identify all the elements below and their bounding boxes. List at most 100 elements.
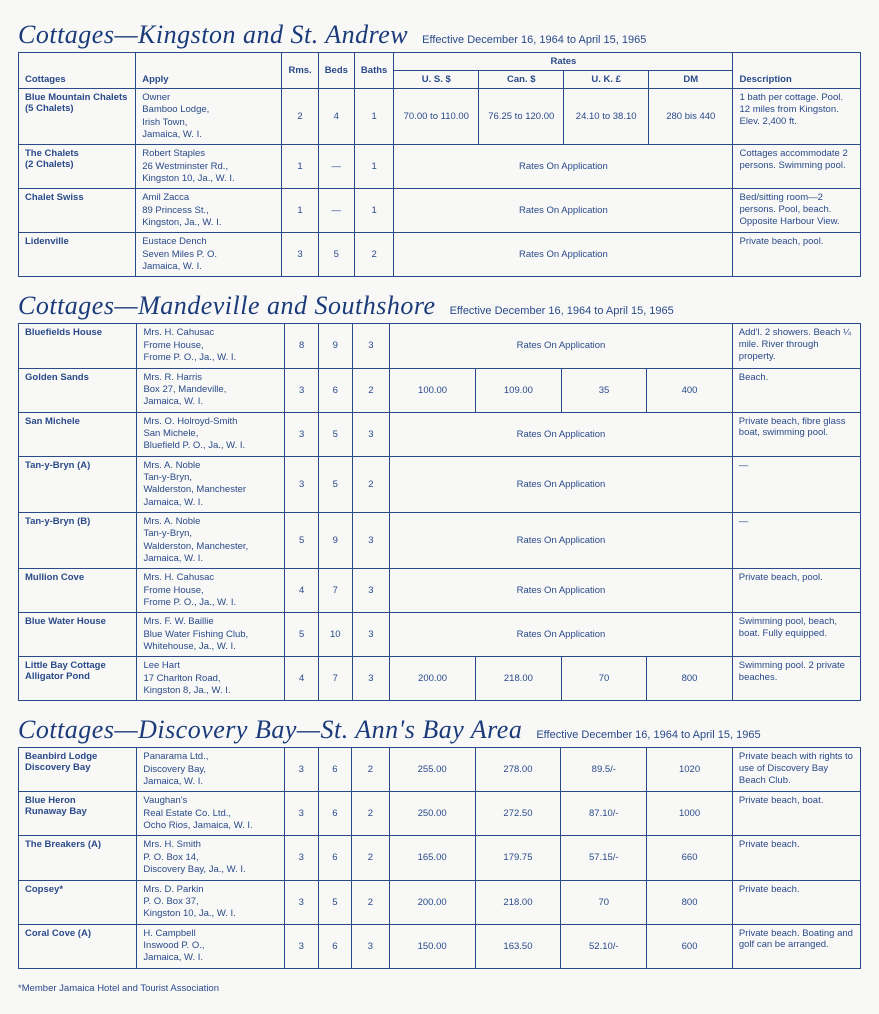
description: Private beach. xyxy=(732,880,860,924)
beds: 6 xyxy=(318,836,352,880)
rooms: 3 xyxy=(285,456,319,512)
rates-on-application: Rates On Application xyxy=(390,324,733,368)
rate-can: 76.25 to 120.00 xyxy=(479,89,564,145)
rooms: 5 xyxy=(285,512,319,568)
col-apply: Apply xyxy=(136,53,282,89)
col-uk: U. K. £ xyxy=(564,71,649,89)
rooms: 3 xyxy=(285,748,319,792)
rooms: 3 xyxy=(285,836,319,880)
beds: 9 xyxy=(318,512,352,568)
rooms: 4 xyxy=(285,657,319,701)
rate-uk: 24.10 to 38.10 xyxy=(564,89,649,145)
beds: 6 xyxy=(318,368,352,412)
description: Private beach, pool. xyxy=(732,569,860,613)
rates-on-application: Rates On Application xyxy=(394,189,733,233)
beds: 7 xyxy=(318,569,352,613)
description: Private beach, fibre glass boat, swimmin… xyxy=(732,412,860,456)
baths: 3 xyxy=(352,613,390,657)
cottage-name: Blue Water House xyxy=(19,613,137,657)
apply-address: Mrs. D. ParkinP. O. Box 37,Kingston 10, … xyxy=(137,880,285,924)
rooms: 3 xyxy=(285,924,319,968)
table-row: Tan-y-Bryn (B)Mrs. A. NobleTan-y-Bryn,Wa… xyxy=(19,512,861,568)
beds: 5 xyxy=(318,880,352,924)
rates-table: CottagesApplyRms.BedsBathsRatesDescripti… xyxy=(18,52,861,277)
apply-address: Vaughan'sReal Estate Co. Ltd.,Ocho Rios,… xyxy=(137,792,285,836)
baths: 3 xyxy=(352,657,390,701)
rooms: 3 xyxy=(285,880,319,924)
cottage-name: Tan-y-Bryn (A) xyxy=(19,456,137,512)
rate-uk: 87.10/- xyxy=(561,792,647,836)
table-row: Little Bay CottageAlligator PondLee Hart… xyxy=(19,657,861,701)
rate-can: 278.00 xyxy=(475,748,561,792)
beds: 6 xyxy=(318,748,352,792)
effective-dates: Effective December 16, 1964 to April 15,… xyxy=(536,729,760,741)
cottage-name: Blue Mountain Chalets(5 Chalets) xyxy=(19,89,136,145)
rates-table: Bluefields HouseMrs. H. CahusacFrome Hou… xyxy=(18,323,861,701)
apply-address: Lee Hart17 Charlton Road,Kingston 8, Ja.… xyxy=(137,657,285,701)
beds: 4 xyxy=(318,89,354,145)
col-rms: Rms. xyxy=(282,53,318,89)
cottage-name: Golden Sands xyxy=(19,368,137,412)
cottage-name: Mullion Cove xyxy=(19,569,137,613)
table-row: Beanbird LodgeDiscovery BayPanarama Ltd.… xyxy=(19,748,861,792)
section-title: Cottages—Mandeville and SouthshoreEffect… xyxy=(18,291,861,321)
description: — xyxy=(732,456,860,512)
section-title-text: Cottages—Discovery Bay—St. Ann's Bay Are… xyxy=(18,715,522,745)
baths: 2 xyxy=(352,456,390,512)
cottage-name: Lidenville xyxy=(19,233,136,277)
rates-on-application: Rates On Application xyxy=(390,412,733,456)
effective-dates: Effective December 16, 1964 to April 15,… xyxy=(422,34,646,46)
cottage-name: Beanbird LodgeDiscovery Bay xyxy=(19,748,137,792)
baths: 1 xyxy=(354,189,393,233)
col-cottages: Cottages xyxy=(19,53,136,89)
apply-address: OwnerBamboo Lodge,Irish Town,Jamaica, W.… xyxy=(136,89,282,145)
table-row: LidenvilleEustace DenchSeven Miles P. O.… xyxy=(19,233,861,277)
table-row: Blue Water HouseMrs. F. W. BaillieBlue W… xyxy=(19,613,861,657)
rate-can: 272.50 xyxy=(475,792,561,836)
apply-address: Robert Staples26 Westminster Rd.,Kingsto… xyxy=(136,145,282,189)
rate-can: 218.00 xyxy=(476,657,562,701)
rooms: 3 xyxy=(282,233,318,277)
cottage-name: Blue HeronRunaway Bay xyxy=(19,792,137,836)
rate-can: 109.00 xyxy=(476,368,562,412)
rate-uk: 52.10/- xyxy=(561,924,647,968)
rate-dm: 400 xyxy=(647,368,733,412)
rates-on-application: Rates On Application xyxy=(390,512,733,568)
table-row: Mullion CoveMrs. H. CahusacFrome House,F… xyxy=(19,569,861,613)
rate-us: 250.00 xyxy=(389,792,475,836)
table-row: Golden SandsMrs. R. HarrisBox 27, Mandev… xyxy=(19,368,861,412)
table-row: Tan-y-Bryn (A)Mrs. A. NobleTan-y-Bryn,Wa… xyxy=(19,456,861,512)
col-baths: Baths xyxy=(354,53,393,89)
rate-us: 165.00 xyxy=(389,836,475,880)
cottage-name: The Chalets(2 Chalets) xyxy=(19,145,136,189)
effective-dates: Effective December 16, 1964 to April 15,… xyxy=(450,305,674,317)
baths: 3 xyxy=(352,569,390,613)
rate-dm: 660 xyxy=(647,836,733,880)
rate-us: 70.00 to 110.00 xyxy=(394,89,479,145)
description: Beach. xyxy=(732,368,860,412)
section: Cottages—Kingston and St. Andrew Effectiv… xyxy=(18,20,861,277)
cottage-name: San Michele xyxy=(19,412,137,456)
apply-address: Mrs. H. CahusacFrome House,Frome P. O., … xyxy=(137,569,285,613)
section: Cottages—Mandeville and SouthshoreEffect… xyxy=(18,291,861,701)
rooms: 1 xyxy=(282,145,318,189)
rate-us: 150.00 xyxy=(389,924,475,968)
rooms: 8 xyxy=(285,324,319,368)
baths: 2 xyxy=(352,792,389,836)
col-desc: Description xyxy=(733,53,861,89)
rate-us: 255.00 xyxy=(389,748,475,792)
description: Swimming pool, beach, boat. Fully equipp… xyxy=(732,613,860,657)
beds: 10 xyxy=(318,613,352,657)
description: Add'l. 2 showers. Beach ¼ mile. River th… xyxy=(732,324,860,368)
description: Private beach. Boating and golf can be a… xyxy=(732,924,860,968)
col-rates: Rates xyxy=(394,53,733,71)
beds: — xyxy=(318,189,354,233)
rooms: 3 xyxy=(285,792,319,836)
table-row: Coral Cove (A)H. CampbellInswood P. O.,J… xyxy=(19,924,861,968)
cottage-name: Copsey* xyxy=(19,880,137,924)
apply-address: Mrs. H. CahusacFrome House,Frome P. O., … xyxy=(137,324,285,368)
section-title-text: Cottages—Kingston and St. Andrew xyxy=(18,20,408,50)
apply-address: Mrs. A. NobleTan-y-Bryn,Walderston, Manc… xyxy=(137,512,285,568)
baths: 3 xyxy=(352,412,390,456)
table-row: Copsey*Mrs. D. ParkinP. O. Box 37,Kingst… xyxy=(19,880,861,924)
